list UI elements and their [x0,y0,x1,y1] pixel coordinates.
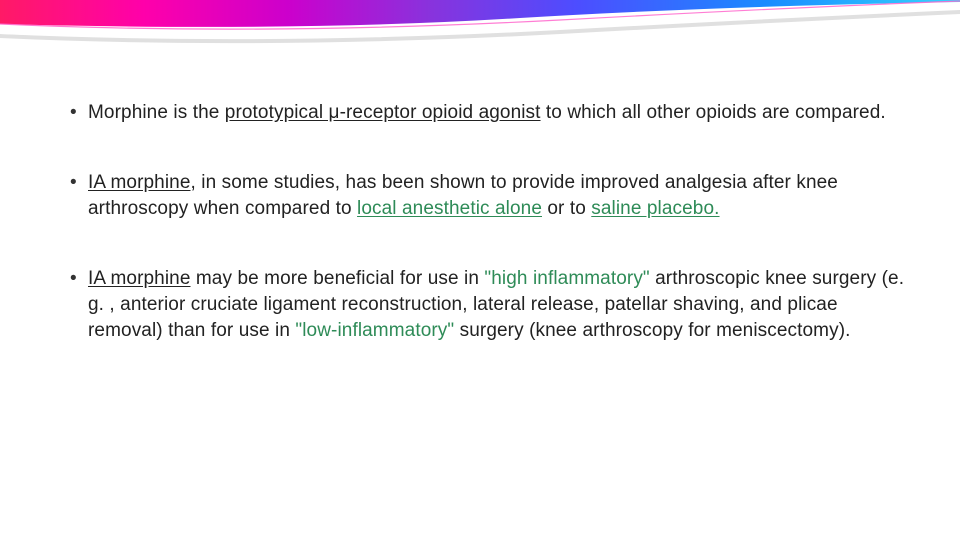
bullet-dot: • [70,170,88,196]
green-text: "high inflammatory" [484,268,649,289]
content-area: • Morphine is the prototypical μ-recepto… [70,100,910,388]
text-frag: to which all other opioids are compared. [541,102,886,123]
banner-svg [0,0,960,44]
text-frag: surgery (knee arthroscopy for meniscecto… [454,320,850,341]
bullet-item: • Morphine is the prototypical μ-recepto… [70,100,910,126]
green-underline-text: saline placebo. [591,198,719,219]
green-text: "low-inflammatory" [295,320,454,341]
text-frag: Morphine is the [88,102,225,123]
text-frag: may be more beneficial for use in [191,268,485,289]
text-frag: or to [542,198,591,219]
bullet-dot: • [70,266,88,292]
green-underline-text: local anesthetic alone [357,198,542,219]
underline-text: prototypical μ-receptor opioid agonist [225,102,541,123]
bullet-text: IA morphine, in some studies, has been s… [88,170,910,222]
top-banner [0,0,960,44]
bullet-item: • IA morphine, in some studies, has been… [70,170,910,222]
underline-text: IA morphine [88,172,191,193]
slide: • Morphine is the prototypical μ-recepto… [0,0,960,540]
bullet-text: Morphine is the prototypical μ-receptor … [88,100,886,126]
bullet-dot: • [70,100,88,126]
bullet-item: • IA morphine may be more beneficial for… [70,266,910,344]
underline-text: IA morphine [88,268,191,289]
bullet-text: IA morphine may be more beneficial for u… [88,266,910,344]
